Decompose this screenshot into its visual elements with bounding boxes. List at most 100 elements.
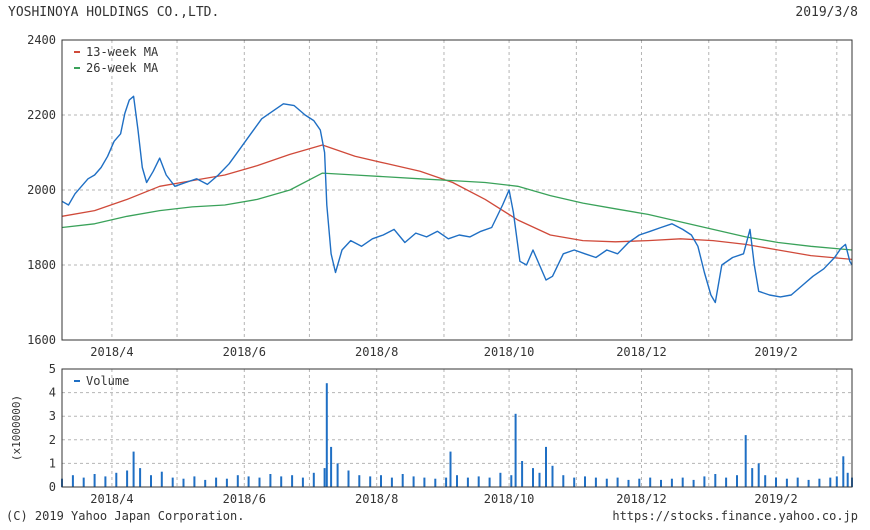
volume-bar	[449, 451, 452, 487]
price-xtick-label: 2018/10	[484, 345, 535, 359]
price-ytick-label: 1800	[27, 258, 56, 272]
source-link[interactable]: https://stocks.finance.yahoo.co.jp	[612, 509, 858, 523]
volume-bar	[126, 470, 129, 487]
volume-bar	[171, 477, 174, 487]
volume-unit-label: (x1000000)	[10, 395, 23, 461]
chart-date: 2019/3/8	[795, 5, 858, 20]
volume-bar	[829, 477, 832, 487]
copyright-text: (C) 2019 Yahoo Japan Corporation.	[6, 509, 245, 523]
volume-bar	[412, 476, 415, 487]
volume-bar	[82, 477, 85, 487]
volume-bar	[562, 475, 565, 487]
volume-bar	[725, 477, 728, 487]
price-ytick-label: 1600	[27, 333, 56, 347]
volume-bar	[584, 476, 586, 487]
volume-bar	[247, 476, 250, 487]
volume-bar	[204, 479, 207, 487]
volume-bar	[521, 461, 524, 487]
legend-label: 13-week MA	[86, 45, 159, 59]
volume-ytick-label: 3	[49, 409, 56, 423]
volume-bar	[369, 476, 372, 487]
volume-bar	[764, 475, 767, 487]
volume-bar	[347, 470, 350, 487]
volume-ytick-label: 0	[49, 480, 56, 494]
volume-xtick-label: 2018/4	[90, 492, 133, 506]
volume-bar	[215, 477, 218, 487]
volume-bar	[301, 477, 304, 487]
volume-bar	[594, 477, 597, 487]
volume-bar	[703, 476, 706, 487]
volume-bar	[736, 475, 738, 487]
volume-bar	[380, 475, 382, 487]
volume-bar	[445, 477, 448, 487]
volume-bar	[785, 478, 788, 487]
volume-bar	[532, 468, 534, 487]
volume-bar	[573, 477, 576, 487]
volume-bar	[193, 476, 196, 487]
volume-bar	[538, 472, 541, 487]
volume-bar	[456, 475, 458, 487]
volume-ytick-label: 4	[49, 386, 56, 400]
price-frame	[61, 39, 853, 341]
volume-bar	[423, 477, 426, 487]
price-xtick-label: 2018/6	[223, 345, 266, 359]
volume-bar	[291, 475, 294, 487]
volume-bar	[150, 475, 152, 487]
volume-panel: 0 1 2 3 4 5 2018/4 2018/6 2018/8 2018/10 2018/12 20…	[10, 362, 853, 506]
volume-bar	[336, 463, 339, 487]
price-xtick-label: 2018/8	[355, 345, 398, 359]
legend-label: Volume	[86, 374, 129, 388]
volume-bar	[312, 472, 315, 487]
volume-ytick-label: 2	[49, 433, 56, 447]
volume-ytick-label: 5	[49, 362, 56, 376]
volume-bar	[551, 465, 554, 487]
volume-xtick-label: 2018/8	[355, 492, 398, 506]
volume-bar	[775, 477, 777, 487]
volume-bar	[692, 479, 695, 487]
volume-bar	[545, 446, 547, 487]
volume-bar	[842, 456, 845, 487]
volume-xtick-label: 2018/6	[223, 492, 266, 506]
volume-bar	[71, 475, 74, 487]
volume-frame	[61, 368, 853, 488]
volume-bar	[660, 479, 662, 487]
volume-bar	[807, 479, 810, 487]
volume-bar	[681, 477, 684, 487]
price-xtick-label: 2019/2	[754, 345, 797, 359]
price-xtick-label: 2018/12	[616, 345, 667, 359]
volume-bar	[796, 477, 799, 487]
volume-bar	[160, 471, 163, 487]
volume-bar	[466, 477, 469, 487]
volume-bar	[401, 474, 404, 487]
volume-bar	[132, 451, 135, 487]
volume-bar	[390, 477, 393, 487]
volume-bar	[616, 477, 619, 487]
volume-bar	[225, 478, 228, 487]
volume-bar	[323, 468, 326, 487]
volume-bar	[627, 479, 630, 487]
company-name: YOSHINOYA HOLDINGS CO.,LTD.	[8, 5, 220, 20]
volume-xtick-label: 2018/10	[484, 492, 535, 506]
volume-bar	[325, 383, 328, 487]
volume-bar	[757, 463, 760, 487]
volume-bar	[605, 478, 608, 487]
volume-bar	[236, 475, 239, 487]
volume-bar	[104, 476, 107, 487]
price-ytick-label: 2400	[27, 33, 56, 47]
volume-bar	[258, 477, 261, 487]
volume-bar	[818, 478, 821, 487]
volume-xtick-label: 2018/12	[616, 492, 667, 506]
series-line-price	[61, 95, 853, 304]
volume-bar	[670, 478, 673, 487]
volume-bar	[358, 475, 361, 487]
volume-bar	[514, 413, 517, 487]
price-panel: 1600 1800 2000 2200 2400 2018/4 2018/6 2018/8 20…	[27, 33, 853, 359]
volume-bar	[115, 472, 118, 487]
volume-bar	[93, 474, 96, 487]
volume-bar	[182, 478, 185, 487]
volume-bar	[846, 472, 849, 487]
volume-bar	[499, 472, 502, 487]
volume-bar	[488, 477, 491, 487]
price-ytick-label: 2200	[27, 108, 56, 122]
